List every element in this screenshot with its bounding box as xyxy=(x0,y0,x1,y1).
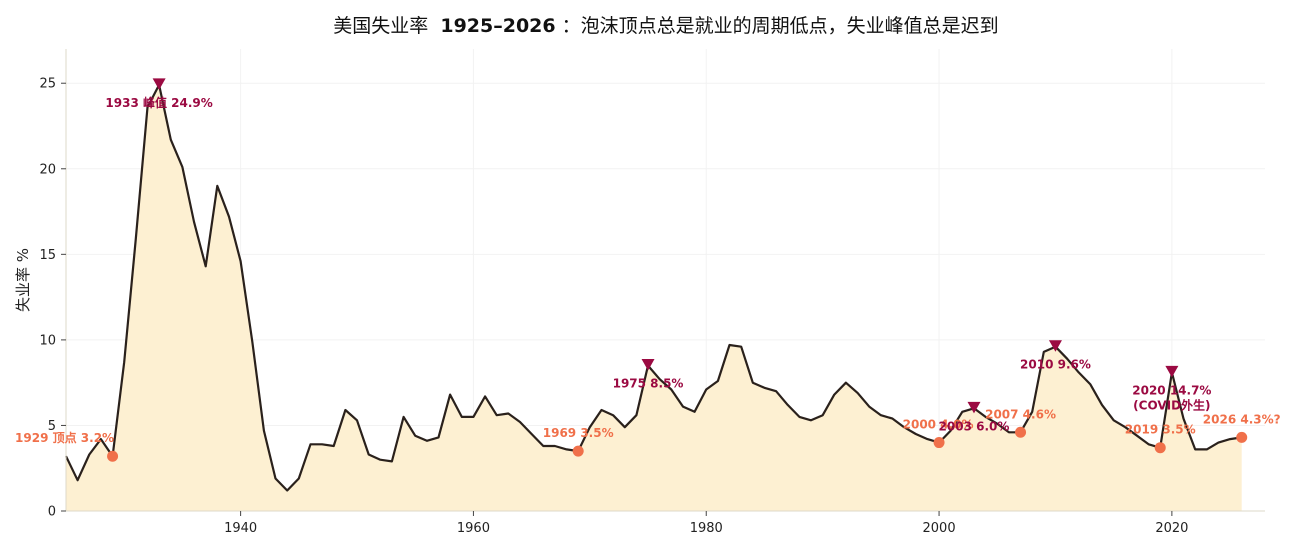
peak-marker xyxy=(1165,365,1179,378)
peak-label-note: (COVID外生) xyxy=(1133,397,1210,412)
y-tick-label: 10 xyxy=(39,333,56,348)
peak-marker xyxy=(641,359,655,371)
y-tick-label: 15 xyxy=(39,248,56,263)
area-layer xyxy=(65,83,1242,512)
peak-label: 2003 6.0% xyxy=(939,419,1010,433)
peak-marker xyxy=(1048,340,1062,352)
grid xyxy=(66,49,1265,512)
y-axis-label: 失业率 % xyxy=(14,248,32,312)
x-tick-label: 1980 xyxy=(690,521,723,536)
unemployment-line xyxy=(65,83,1242,492)
trough-label: 2019 3.5% xyxy=(1125,423,1196,437)
peak-marker xyxy=(152,78,166,90)
trough-label: 2007 4.6% xyxy=(985,407,1056,421)
chart-title-suffix: ：泡沫顶点总是就业的周期低点，失业峰值总是迟到 xyxy=(562,15,999,37)
x-tick-label: 1940 xyxy=(224,521,257,536)
x-tick-label: 2020 xyxy=(1155,521,1188,536)
trough-label: 1969 3.5% xyxy=(543,426,614,440)
peak-label: 2010 9.6% xyxy=(1020,358,1091,372)
trough-marker xyxy=(107,450,119,462)
unemployment-area xyxy=(66,84,1242,512)
y-tick-label: 20 xyxy=(39,162,56,177)
y-tick-label: 0 xyxy=(48,505,56,520)
x-tick-label: 1960 xyxy=(457,521,490,536)
markers xyxy=(107,78,1248,462)
axes: 0 5 10 15 20 25 1940 1960 1980 2000 2020 xyxy=(39,49,1265,536)
trough-marker xyxy=(933,437,945,449)
trough-label: 1929 顶点 3.2% xyxy=(15,430,114,445)
y-tick-label: 25 xyxy=(39,77,56,92)
peak-label: 1933 峰值 24.9% xyxy=(105,95,212,110)
trough-marker xyxy=(572,445,584,457)
trough-marker xyxy=(1015,426,1027,438)
chart-title-prefix: 美国失业率 xyxy=(333,15,428,37)
y-tick-label: 5 xyxy=(48,419,56,434)
trough-label: 2026 4.3%? xyxy=(1203,412,1281,426)
chart-title-years: 1925–2026 xyxy=(440,15,555,37)
trough-marker xyxy=(1236,431,1248,443)
trough-marker xyxy=(1154,442,1166,454)
trough-label: 2000 4.0% xyxy=(903,418,974,432)
peak-label: 1975 8.5% xyxy=(613,377,684,391)
peak-label: 2020 14.7% xyxy=(1132,383,1211,397)
peak-marker xyxy=(967,401,981,414)
chart-title: 美国失业率 1925–2026 ：泡沫顶点总是就业的周期低点，失业峰值总是迟到 xyxy=(333,15,998,37)
annotation-labels: 1929 顶点 3.2% 1969 3.5%2000 4.0%2007 4.6%2… xyxy=(15,95,1281,445)
x-tick-label: 2000 xyxy=(923,521,956,536)
